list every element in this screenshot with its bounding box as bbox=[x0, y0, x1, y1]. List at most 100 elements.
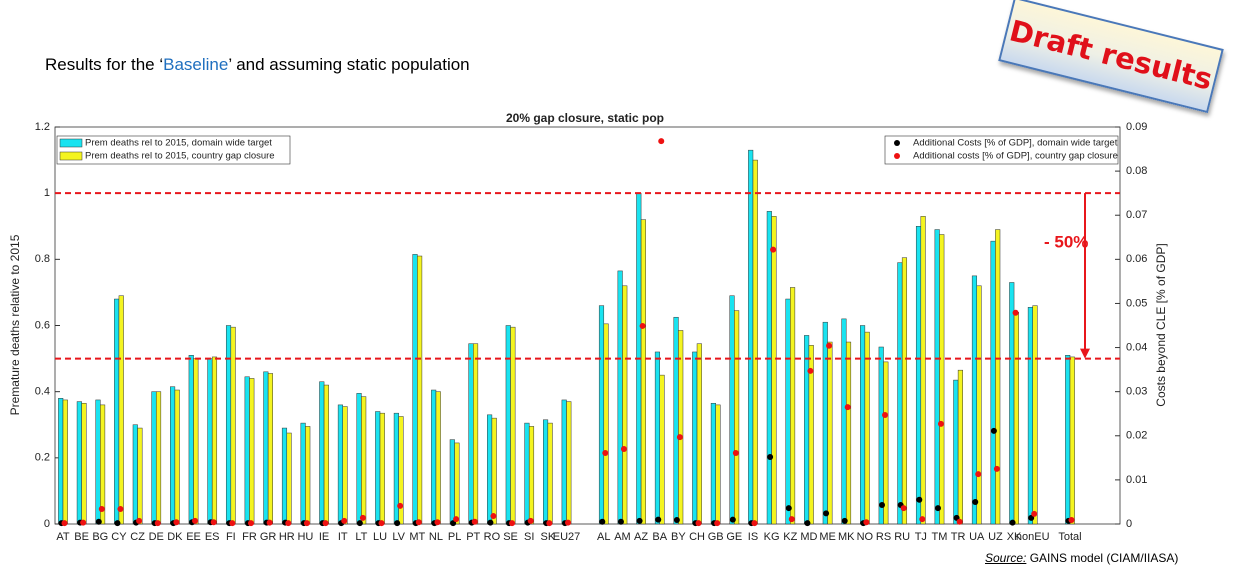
bar bbox=[361, 396, 367, 525]
bar bbox=[1069, 356, 1075, 525]
x-tick-label: HU bbox=[297, 531, 313, 543]
bar bbox=[598, 305, 605, 525]
cost-dot bbox=[785, 505, 792, 512]
bar bbox=[510, 326, 516, 525]
cost-dot bbox=[229, 520, 236, 527]
bar bbox=[207, 358, 213, 525]
bar bbox=[995, 229, 1001, 525]
legend-label: Prem deaths rel to 2015, country gap clo… bbox=[85, 151, 275, 162]
title-text: ’ and assuming static population bbox=[228, 55, 470, 74]
bar bbox=[748, 149, 754, 525]
legend-label: Prem deaths rel to 2015, domain wide tar… bbox=[85, 138, 272, 149]
cost-dot bbox=[378, 520, 385, 527]
bar bbox=[473, 343, 479, 525]
x-tick-label: nonEU bbox=[1016, 531, 1050, 543]
bar bbox=[286, 432, 292, 525]
x-tick-label: LT bbox=[355, 531, 367, 543]
y2-tick-label: 0 bbox=[1126, 518, 1132, 530]
bar bbox=[263, 371, 269, 525]
bar bbox=[654, 351, 660, 525]
legend-swatch bbox=[59, 151, 83, 161]
cost-dot bbox=[617, 518, 624, 525]
cost-dot bbox=[807, 367, 814, 374]
cost-dot bbox=[114, 520, 121, 527]
bar bbox=[398, 416, 404, 525]
x-tick-label: RS bbox=[876, 531, 891, 543]
y2-tick-label: 0.07 bbox=[1126, 209, 1147, 221]
y2-tick-label: 0.01 bbox=[1126, 474, 1147, 486]
bar bbox=[678, 330, 684, 525]
cost-dot bbox=[356, 520, 363, 527]
x-tick-label: TR bbox=[951, 531, 966, 543]
source-label: Source: bbox=[985, 551, 1027, 565]
cost-dot bbox=[673, 517, 680, 524]
legend-label: Additional Costs [% of GDP], domain wide… bbox=[913, 138, 1118, 149]
bar bbox=[230, 326, 236, 525]
cost-dot bbox=[285, 520, 292, 527]
x-tick-label: ME bbox=[819, 531, 836, 543]
x-tick-label: FI bbox=[226, 531, 236, 543]
x-tick-label: SI bbox=[524, 531, 534, 543]
cost-dot bbox=[80, 519, 87, 526]
bar bbox=[319, 381, 325, 525]
legend-swatch bbox=[59, 138, 83, 148]
bar bbox=[412, 254, 418, 525]
bar bbox=[715, 404, 721, 525]
bar bbox=[547, 422, 553, 525]
bar bbox=[827, 341, 833, 525]
x-tick-label: AM bbox=[614, 531, 631, 543]
bar bbox=[188, 355, 194, 525]
y2-tick-label: 0.04 bbox=[1126, 341, 1147, 353]
bar bbox=[468, 343, 474, 525]
bar bbox=[435, 391, 441, 525]
x-tick-label: EE bbox=[186, 531, 201, 543]
chart-title: 20% gap closure, static pop bbox=[506, 111, 664, 125]
bar bbox=[673, 316, 679, 525]
cost-dot bbox=[956, 518, 963, 525]
bar bbox=[379, 412, 385, 525]
cost-dot bbox=[900, 505, 907, 512]
bar bbox=[864, 331, 870, 525]
y-tick-label: 1.2 bbox=[35, 121, 50, 133]
bar bbox=[696, 343, 702, 525]
bar bbox=[449, 439, 455, 525]
x-tick-label: ES bbox=[205, 531, 220, 543]
x-tick-label: CY bbox=[111, 531, 127, 543]
bar bbox=[603, 323, 609, 525]
x-tick-label: TJ bbox=[915, 531, 927, 543]
bar bbox=[431, 389, 437, 525]
cost-dot bbox=[453, 516, 460, 523]
bar bbox=[244, 376, 250, 525]
cost-dot bbox=[98, 506, 105, 513]
bar bbox=[1065, 355, 1071, 525]
cost-dot bbox=[117, 506, 124, 513]
bar bbox=[62, 399, 68, 525]
bar bbox=[342, 406, 348, 525]
x-tick-label: IS bbox=[748, 531, 758, 543]
bar bbox=[729, 295, 735, 525]
cost-dot bbox=[732, 449, 739, 456]
cost-dot bbox=[751, 520, 758, 527]
bar bbox=[95, 399, 101, 525]
bar bbox=[155, 391, 162, 525]
bar bbox=[766, 211, 772, 525]
bar bbox=[897, 262, 903, 525]
x-tick-label: IT bbox=[338, 531, 348, 543]
bar bbox=[659, 374, 665, 525]
bar bbox=[752, 159, 758, 525]
x-tick-label: UZ bbox=[988, 531, 1003, 543]
x-tick-label: NL bbox=[429, 531, 443, 543]
cost-dot bbox=[1009, 519, 1016, 526]
source-note: Source: GAINS model (CIAM/IIASA) bbox=[985, 551, 1178, 565]
x-tick-label: NO bbox=[857, 531, 874, 543]
annotation: - 50% bbox=[1044, 232, 1088, 251]
cost-dot bbox=[471, 518, 478, 525]
bar bbox=[1027, 307, 1033, 525]
cost-dot bbox=[599, 518, 606, 525]
cost-dot bbox=[1012, 309, 1019, 316]
bar bbox=[170, 386, 176, 525]
bar bbox=[375, 411, 381, 525]
cost-dot bbox=[676, 434, 683, 441]
cost-dot bbox=[1068, 517, 1075, 524]
bar bbox=[137, 427, 143, 525]
